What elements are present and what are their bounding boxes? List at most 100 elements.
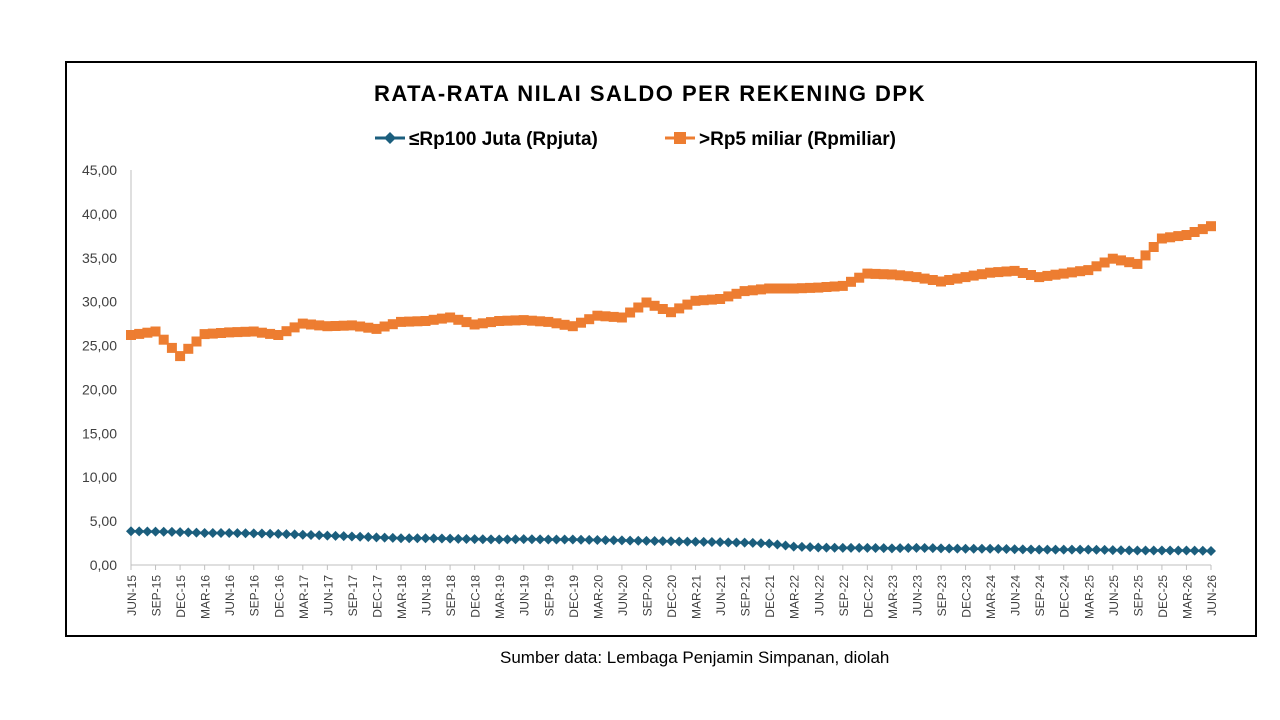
data-point bbox=[518, 315, 529, 326]
data-point bbox=[346, 320, 357, 331]
data-point bbox=[486, 317, 496, 328]
data-point bbox=[1148, 545, 1159, 556]
data-point bbox=[1116, 545, 1126, 556]
data-point bbox=[232, 528, 243, 539]
data-point bbox=[175, 527, 186, 538]
data-point bbox=[1132, 258, 1143, 269]
legend-marker bbox=[674, 132, 686, 144]
data-point bbox=[584, 534, 595, 545]
data-point bbox=[1124, 545, 1135, 556]
x-tick-label: DEC-21 bbox=[763, 575, 777, 618]
data-point bbox=[526, 315, 537, 326]
x-tick-label: DEC-25 bbox=[1156, 575, 1170, 618]
data-point bbox=[756, 538, 766, 549]
data-point bbox=[461, 317, 472, 328]
data-point bbox=[886, 269, 897, 280]
data-point bbox=[616, 312, 627, 323]
data-point bbox=[592, 310, 603, 321]
data-point bbox=[878, 543, 889, 554]
x-tick-label: MAR-24 bbox=[984, 575, 998, 619]
data-point bbox=[1132, 545, 1143, 556]
series-line bbox=[130, 225, 1212, 358]
data-point bbox=[886, 543, 897, 554]
data-point bbox=[265, 528, 276, 539]
data-point bbox=[559, 319, 570, 330]
data-point bbox=[436, 313, 447, 324]
data-point bbox=[821, 282, 832, 292]
data-point bbox=[445, 533, 456, 544]
data-point bbox=[330, 530, 341, 541]
x-tick-label: DEC-20 bbox=[665, 575, 679, 618]
data-point bbox=[551, 534, 562, 545]
data-point bbox=[289, 529, 300, 540]
data-point bbox=[633, 302, 644, 313]
data-point bbox=[944, 275, 955, 285]
data-point bbox=[494, 316, 505, 326]
x-tick-label: MAR-25 bbox=[1082, 575, 1096, 619]
chart-legend: ≤Rp100 Juta (Rpjuta) >Rp5 miliar (Rpmilia… bbox=[375, 129, 896, 150]
data-point bbox=[1034, 272, 1045, 283]
x-tick-label: JUN-19 bbox=[518, 575, 532, 616]
x-tick-label: SEP-19 bbox=[542, 575, 556, 617]
data-point bbox=[134, 526, 145, 537]
data-point bbox=[641, 535, 652, 546]
data-point bbox=[919, 273, 930, 284]
data-point bbox=[911, 272, 922, 283]
data-point bbox=[387, 532, 398, 543]
data-point bbox=[461, 533, 472, 544]
x-tick-label: SEP-17 bbox=[346, 575, 360, 617]
data-point bbox=[936, 276, 946, 287]
data-point bbox=[911, 542, 922, 553]
data-point bbox=[314, 530, 325, 541]
x-tick-label: JUN-17 bbox=[321, 575, 335, 616]
data-point bbox=[502, 534, 513, 545]
data-point bbox=[862, 542, 873, 553]
data-point bbox=[371, 532, 382, 543]
data-point bbox=[698, 295, 709, 306]
data-point bbox=[150, 326, 161, 337]
data-point bbox=[805, 282, 816, 293]
y-tick-label: 10,00 bbox=[82, 469, 117, 485]
data-point bbox=[1009, 265, 1020, 276]
data-point bbox=[371, 323, 382, 334]
data-point bbox=[330, 321, 341, 331]
x-tick-label: MAR-19 bbox=[493, 575, 507, 619]
data-point bbox=[551, 318, 562, 329]
data-point bbox=[690, 536, 701, 547]
data-point bbox=[1026, 544, 1036, 555]
data-point bbox=[158, 334, 169, 345]
x-tick-label: MAR-21 bbox=[690, 575, 704, 619]
x-tick-label: JUN-25 bbox=[1107, 575, 1121, 616]
data-point bbox=[396, 316, 406, 327]
data-point bbox=[1148, 242, 1159, 252]
data-point bbox=[404, 316, 415, 327]
data-point bbox=[1197, 545, 1208, 556]
x-tick-label: JUN-23 bbox=[910, 575, 924, 616]
data-point bbox=[273, 330, 284, 340]
data-point bbox=[396, 533, 406, 544]
data-point bbox=[796, 541, 807, 552]
data-point bbox=[706, 294, 717, 305]
x-tick-label: DEC-18 bbox=[469, 575, 483, 618]
data-point bbox=[764, 538, 775, 549]
data-point bbox=[535, 534, 546, 545]
data-point bbox=[510, 315, 521, 326]
x-tick-label: SEP-20 bbox=[640, 575, 654, 617]
legend-item-2: >Rp5 miliar (Rpmiliar) bbox=[665, 129, 896, 150]
data-point bbox=[559, 534, 570, 545]
data-point bbox=[1181, 230, 1192, 240]
data-point bbox=[854, 542, 865, 553]
data-point bbox=[265, 328, 276, 339]
data-point bbox=[477, 534, 488, 545]
data-point bbox=[706, 537, 717, 548]
data-point bbox=[657, 304, 668, 314]
x-tick-label: JUN-15 bbox=[125, 575, 139, 616]
y-tick-label: 20,00 bbox=[82, 381, 117, 397]
x-tick-label: SEP-23 bbox=[935, 575, 949, 617]
data-point bbox=[256, 327, 267, 338]
data-point bbox=[518, 534, 529, 545]
data-point bbox=[690, 295, 701, 306]
data-point bbox=[1083, 544, 1094, 555]
data-point bbox=[322, 321, 333, 332]
data-point bbox=[837, 280, 848, 291]
